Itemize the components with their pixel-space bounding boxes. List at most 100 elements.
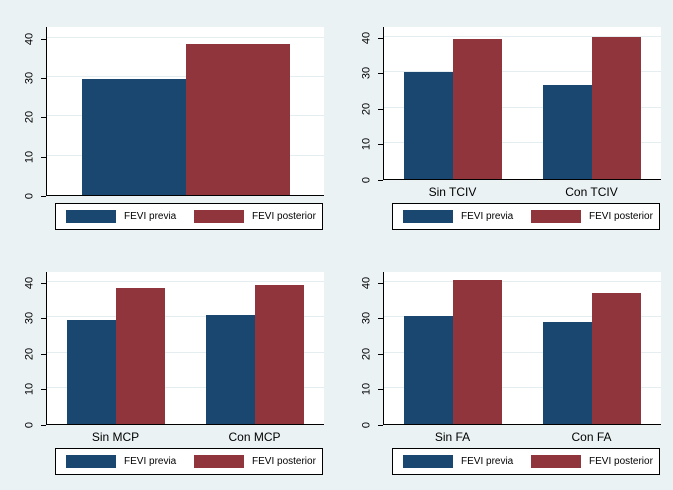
legend-label: FEVI previa	[461, 455, 514, 467]
y-gridline-40	[384, 35, 661, 37]
y-tick-40	[41, 38, 46, 40]
legend-entry-fevi-previa: FEVI previa	[66, 210, 194, 223]
y-axis-tick-label: 0	[23, 421, 36, 429]
y-gridline-30	[47, 316, 324, 318]
bar-fevi-posterior	[185, 44, 290, 195]
y-tick-10	[378, 144, 383, 146]
legend-label: FEVI posterior	[589, 210, 653, 222]
y-tick-10	[378, 389, 383, 391]
y-gridline-10	[384, 387, 661, 389]
y-gridline-20	[47, 351, 324, 353]
y-tick-20	[378, 108, 383, 110]
bar-group-Con TCIV	[523, 27, 662, 179]
legend-swatch-icon	[66, 210, 116, 223]
legend-swatch-icon	[531, 455, 581, 468]
legend-entry-fevi-posterior: FEVI posterior	[194, 210, 322, 223]
plot-area	[383, 272, 661, 425]
legend-entry-fevi-posterior: FEVI posterior	[531, 210, 659, 223]
plot-area	[46, 272, 324, 425]
y-axis-tick-label: 30	[23, 312, 36, 325]
y-axis-tick-label: 0	[360, 421, 373, 429]
y-axis-tick-label: 20	[360, 347, 373, 360]
bar-fevi-posterior	[254, 285, 304, 424]
y-tick-20	[41, 117, 46, 119]
legend: FEVI previa FEVI posterior	[55, 448, 323, 475]
y-gridline-30	[384, 71, 661, 73]
y-gridline-30	[384, 316, 661, 318]
chart-mcp: 0 10 20 30 40 Sin MCP Con MCP FEVI previa FEVI p…	[0, 245, 336, 490]
y-axis-tick-label: 20	[23, 347, 36, 360]
bar-group-Sin MCP	[47, 272, 186, 424]
y-axis-tick-label: 40	[23, 276, 36, 289]
y-axis-tick-label: 10	[23, 150, 36, 163]
bar-group-all	[47, 27, 324, 195]
plot-area	[383, 27, 661, 180]
y-tick-0	[378, 425, 383, 426]
chart-tciv: 0 10 20 30 40 Sin TCIV Con TCIV FEVI previa FEVI…	[337, 0, 673, 245]
y-axis-tick-label: 30	[360, 312, 373, 325]
legend-swatch-icon	[403, 210, 453, 223]
y-axis-tick-label: 0	[360, 176, 373, 184]
category-label: Con TCIV	[565, 185, 618, 199]
y-tick-20	[41, 353, 46, 355]
y-tick-20	[378, 353, 383, 355]
bar-fevi-previa	[542, 84, 592, 179]
y-tick-40	[378, 37, 383, 39]
bar-fevi-previa	[404, 316, 454, 424]
y-tick-0	[41, 196, 46, 197]
bar-fevi-posterior	[453, 39, 503, 179]
legend-swatch-icon	[403, 455, 453, 468]
y-axis-tick-label: 10	[360, 138, 373, 151]
bar-fevi-posterior	[116, 287, 166, 424]
y-gridline-20	[384, 351, 661, 353]
legend-label: FEVI posterior	[252, 455, 316, 467]
y-axis-tick-label: 20	[23, 111, 36, 124]
y-axis-tick-label: 20	[360, 102, 373, 115]
legend-label: FEVI previa	[124, 455, 177, 467]
legend: FEVI previa FEVI posterior	[55, 203, 323, 230]
y-gridline-40	[47, 36, 324, 38]
chart-overall: 0 10 20 30 40 FEVI previa FEVI posterior	[0, 0, 336, 245]
y-axis-tick-label: 40	[360, 31, 373, 44]
bar-fevi-previa	[67, 320, 117, 424]
y-axis-tick-label: 40	[23, 32, 36, 45]
legend-entry-fevi-posterior: FEVI posterior	[531, 455, 659, 468]
y-tick-10	[41, 156, 46, 158]
y-axis-tick-label: 0	[23, 192, 36, 200]
y-axis-tick-label: 10	[360, 383, 373, 396]
y-tick-40	[378, 282, 383, 284]
y-tick-30	[378, 318, 383, 320]
bar-fevi-posterior	[591, 293, 641, 424]
category-label: Sin TCIV	[428, 185, 477, 199]
legend-swatch-icon	[194, 210, 244, 223]
y-tick-30	[41, 78, 46, 80]
y-axis-tick-label: 40	[360, 276, 373, 289]
category-label: Con MCP	[228, 430, 281, 444]
y-axis-tick-label: 30	[23, 71, 36, 85]
category-label: Con FA	[571, 430, 612, 444]
y-tick-30	[41, 318, 46, 320]
bar-group-Con FA	[523, 272, 662, 424]
legend-label: FEVI previa	[461, 210, 514, 222]
y-gridline-40	[384, 280, 661, 282]
category-label: Sin MCP	[91, 430, 140, 444]
plot-area	[46, 27, 324, 196]
bar-group-Con MCP	[186, 272, 325, 424]
y-axis-tick-label: 10	[23, 383, 36, 396]
legend-label: FEVI posterior	[589, 455, 653, 467]
y-tick-30	[378, 73, 383, 75]
bar-fevi-previa	[81, 79, 186, 195]
y-axis-tick-label: 30	[360, 67, 373, 80]
legend-entry-fevi-previa: FEVI previa	[403, 455, 531, 468]
bar-fevi-previa	[542, 321, 592, 424]
y-gridline-20	[384, 106, 661, 108]
y-tick-0	[41, 425, 46, 426]
y-tick-10	[41, 389, 46, 391]
bar-fevi-previa	[404, 71, 454, 179]
legend-swatch-icon	[194, 455, 244, 468]
legend-label: FEVI posterior	[252, 210, 316, 222]
legend-entry-fevi-previa: FEVI previa	[403, 210, 531, 223]
bar-group-Sin FA	[384, 272, 523, 424]
legend: FEVI previa FEVI posterior	[392, 448, 660, 475]
